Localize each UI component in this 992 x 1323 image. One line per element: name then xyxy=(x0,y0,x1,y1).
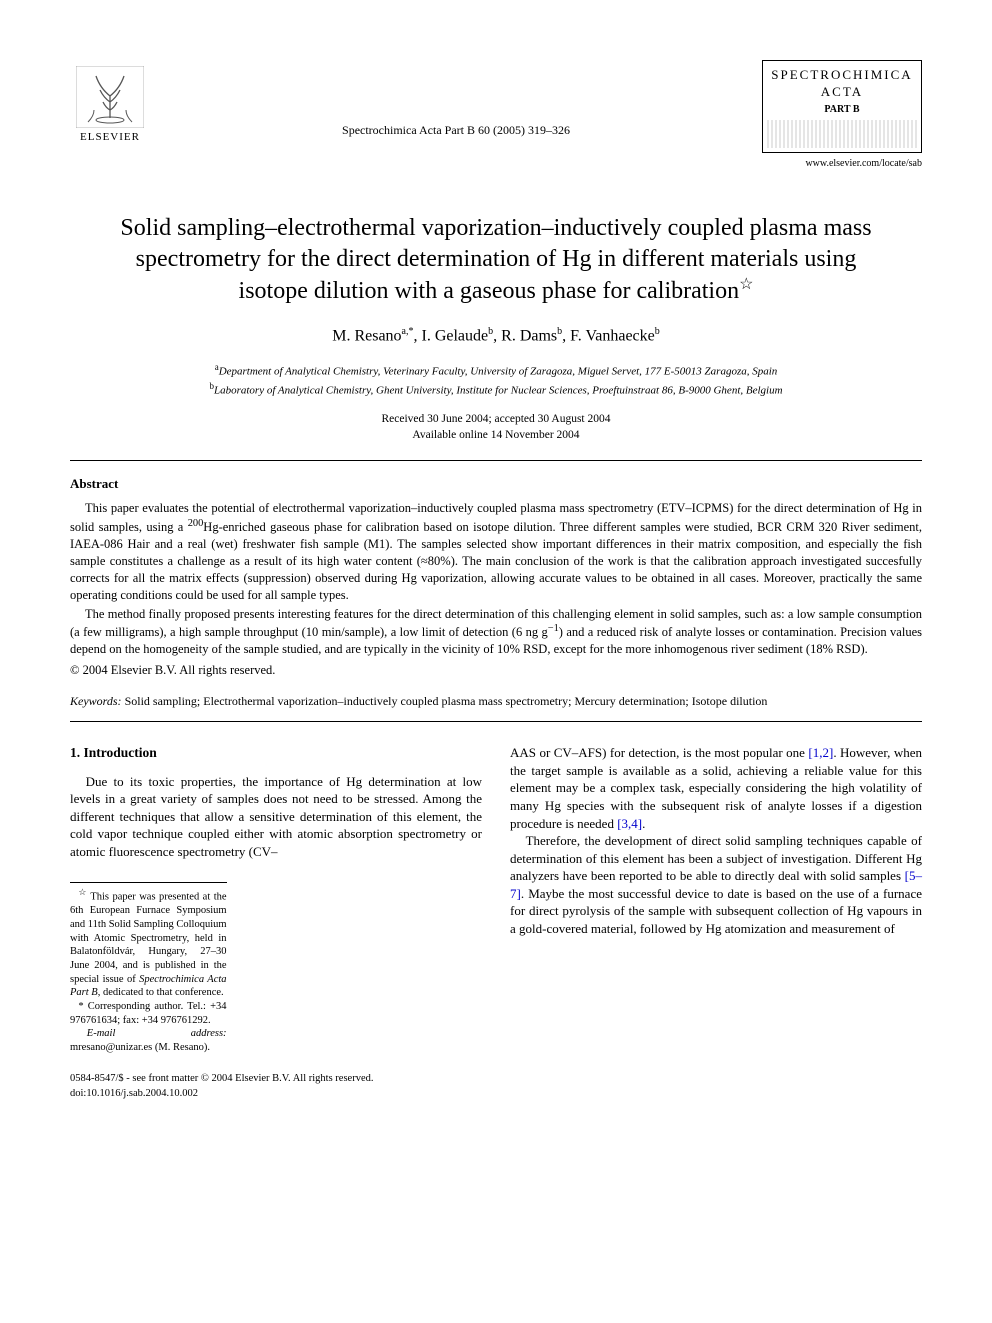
journal-brand-box: SPECTROCHIMICA ACTA PART B xyxy=(762,60,922,153)
citation-3-4[interactable]: [3,4] xyxy=(617,816,642,831)
body-text-right: AAS or CV–AFS) for detection, is the mos… xyxy=(510,744,922,937)
article-dates: Received 30 June 2004; accepted 30 Augus… xyxy=(70,411,922,443)
affiliations: aDepartment of Analytical Chemistry, Vet… xyxy=(70,361,922,399)
journal-title-line1: SPECTROCHIMICA xyxy=(767,67,917,84)
title-footnote-star: ☆ xyxy=(739,276,753,293)
intro-paragraph-1-right: AAS or CV–AFS) for detection, is the mos… xyxy=(510,744,922,832)
author-3: , R. Dams xyxy=(493,328,557,345)
abstract-copyright: © 2004 Elsevier B.V. All rights reserved… xyxy=(70,662,922,679)
author-4: , F. Vanhaecke xyxy=(562,328,655,345)
footnote-star: ☆ This paper was presented at the 6th Eu… xyxy=(70,887,227,1000)
author-4-affil: b xyxy=(655,326,660,337)
keywords-text: Solid sampling; Electrothermal vaporizat… xyxy=(122,694,768,708)
footnote-email: E-mail address: mresano@unizar.es (M. Re… xyxy=(70,1027,227,1054)
author-list: M. Resanoa,*, I. Gelaudeb, R. Damsb, F. … xyxy=(70,325,922,347)
journal-cover-thumbnail xyxy=(767,120,917,148)
footnote-corresponding: * Corresponding author. Tel.: +34 976761… xyxy=(70,1000,227,1027)
page-header: ELSEVIER Spectrochimica Acta Part B 60 (… xyxy=(70,60,922,171)
received-accepted: Received 30 June 2004; accepted 30 Augus… xyxy=(70,411,922,427)
publisher-url: www.elsevier.com/locate/sab xyxy=(762,157,922,171)
rule-above-abstract xyxy=(70,460,922,461)
affiliation-b: bLaboratory of Analytical Chemistry, Ghe… xyxy=(70,380,922,399)
abstract-section: Abstract This paper evaluates the potent… xyxy=(70,475,922,680)
title-text: Solid sampling–electrothermal vaporizati… xyxy=(120,215,871,304)
available-online: Available online 14 November 2004 xyxy=(70,427,922,443)
column-left: 1. Introduction Due to its toxic propert… xyxy=(70,744,482,1100)
affiliation-a: aDepartment of Analytical Chemistry, Vet… xyxy=(70,361,922,380)
elsevier-tree-icon xyxy=(76,66,144,128)
body-text-left: Due to its toxic properties, the importa… xyxy=(70,773,482,861)
author-1: M. Resano xyxy=(332,328,401,345)
intro-paragraph-2-right: Therefore, the development of direct sol… xyxy=(510,832,922,937)
journal-reference: Spectrochimica Acta Part B 60 (2005) 319… xyxy=(342,122,570,138)
keywords-line: Keywords: Solid sampling; Electrothermal… xyxy=(70,693,922,709)
abstract-paragraph-2: The method finally proposed presents int… xyxy=(70,606,922,659)
author-1-affil: a,* xyxy=(402,326,414,337)
citation-1-2[interactable]: [1,2] xyxy=(808,745,833,760)
body-two-column: 1. Introduction Due to its toxic propert… xyxy=(70,744,922,1100)
abstract-paragraph-1: This paper evaluates the potential of el… xyxy=(70,500,922,603)
doi-line: doi:10.1016/j.sab.2004.10.002 xyxy=(70,1087,482,1101)
journal-box-wrapper: SPECTROCHIMICA ACTA PART B www.elsevier.… xyxy=(762,60,922,171)
column-right: AAS or CV–AFS) for detection, is the mos… xyxy=(510,744,922,1100)
article-title: Solid sampling–electrothermal vaporizati… xyxy=(100,213,892,308)
abstract-heading: Abstract xyxy=(70,475,922,493)
rule-below-keywords xyxy=(70,721,922,722)
journal-part: PART B xyxy=(767,103,917,117)
section-1-heading: 1. Introduction xyxy=(70,744,482,762)
publisher-name: ELSEVIER xyxy=(80,130,140,145)
keywords-label: Keywords: xyxy=(70,694,122,708)
front-matter-line: 0584-8547/$ - see front matter © 2004 El… xyxy=(70,1072,482,1086)
intro-paragraph-1-left: Due to its toxic properties, the importa… xyxy=(70,773,482,861)
journal-title-line2: ACTA xyxy=(767,84,917,101)
doi-block: 0584-8547/$ - see front matter © 2004 El… xyxy=(70,1072,482,1100)
publisher-logo: ELSEVIER xyxy=(70,60,150,145)
author-2: , I. Gelaude xyxy=(414,328,489,345)
footnotes-block: ☆ This paper was presented at the 6th Eu… xyxy=(70,882,227,1054)
